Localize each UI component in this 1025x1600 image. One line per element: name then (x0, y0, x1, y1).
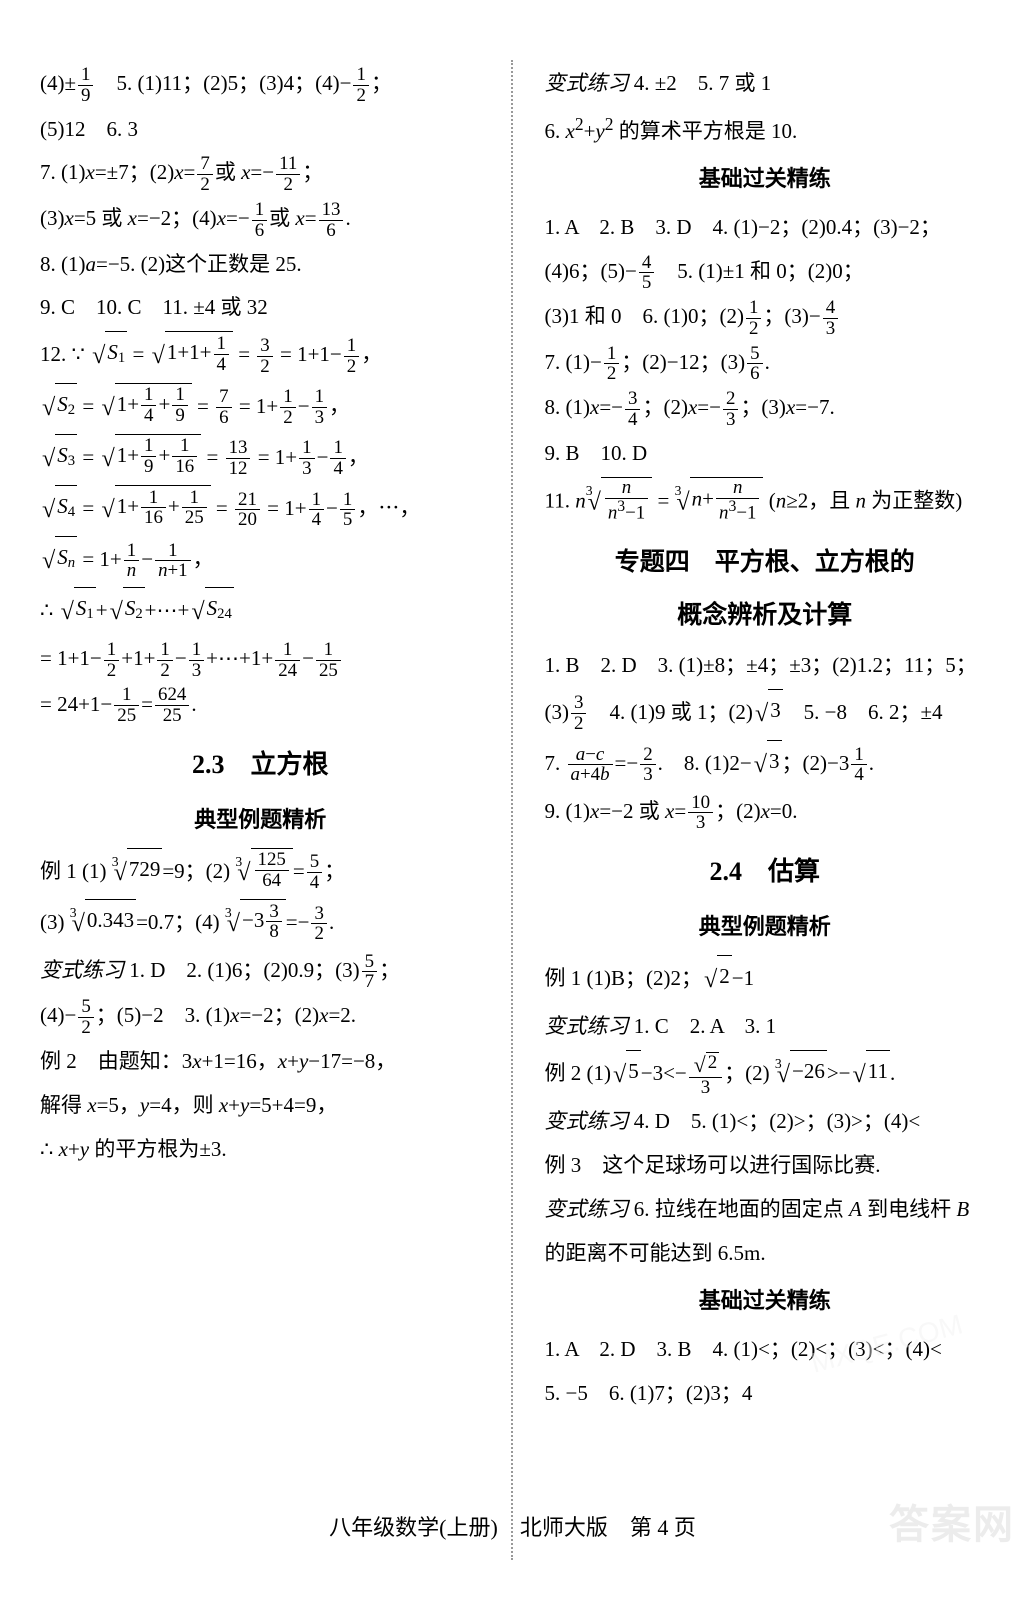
line: 9. C 10. C 11. ±4 或 32 (40, 287, 481, 328)
subheading: 典型例题精析 (40, 799, 481, 842)
line: 变式练习 1. C 2. A 3. 1 (545, 1006, 986, 1047)
line: 6. x2+y2 的算术平方根是 10. (545, 107, 986, 152)
line: 变式练习 1. D 2. (1)6；(2)0.9；(3)57； (40, 950, 481, 993)
line: 7. (1)−12；(2)−12；(3)56. (545, 342, 986, 385)
line: 9. (1)x=−2 或 x=103；(2)x=0. (545, 791, 986, 834)
section-title-2-3: 2.3 立方根 (40, 740, 481, 791)
line: 5. −5 6. (1)7；(2)3；4 (545, 1373, 986, 1414)
line: 7. a−ca+4b=−23. 8. (1)2−√3；(2)−314. (545, 740, 986, 788)
subheading: 基础过关精练 (545, 1280, 986, 1323)
line: (4)−52；(5)−2 3. (1)x=−2；(2)x=2. (40, 995, 481, 1038)
line: √S3 = √1+19+116 = 1312 = 1+13−14， (40, 434, 481, 482)
page-footer: 八年级数学(上册) 北师大版 第 4 页 (0, 1510, 1025, 1542)
line: ∴ √S1+√S2+⋯+√S24 (40, 587, 481, 635)
line: 12. ∵ √S1 = √1+1+14 = 32 = 1+1−12， (40, 331, 481, 379)
section-title-2-4: 2.4 估算 (545, 847, 986, 898)
line: ∴ x+y 的平方根为±3. (40, 1129, 481, 1170)
line: 例 1 (1) 3√729=9；(2) 3√12564=54； (40, 848, 481, 896)
topic-title-4b: 概念辨析及计算 (545, 592, 986, 641)
line: = 1+1−12+1+12−13+⋯+1+124−125 (40, 638, 481, 681)
line: (3)32 4. (1)9 或 1；(2)√3 5. −8 6. 2；±4 (545, 689, 986, 737)
line: 1. B 2. D 3. (1)±8；±4；±3；(2)1.2；11；5； (545, 645, 986, 686)
line: 11. n3√nn3−1 = 3√n+nn3−1 (n≥2，且 n 为正整数) (545, 477, 986, 525)
line: √Sn = 1+1n−1n+1， (40, 536, 481, 584)
line: (3)x=5 或 x=−2；(4)x=−16或 x=136. (40, 198, 481, 241)
subheading: 基础过关精练 (545, 158, 986, 201)
line: 变式练习 4. D 5. (1)<；(2)>；(3)>；(4)< (545, 1101, 986, 1142)
topic-title-4: 专题四 平方根、立方根的 (545, 539, 986, 588)
line: 8. (1)a=−5. (2)这个正数是 25. (40, 244, 481, 285)
watermark: 答案网 (889, 1492, 1015, 1550)
line: (3)1 和 0 6. (1)0；(2)12；(3)−43 (545, 296, 986, 339)
line: √S4 = √1+116+125 = 2120 = 1+14−15，⋯， (40, 485, 481, 533)
left-column: (4)±19 5. (1)11；(2)5；(3)4；(4)−12； (5)12 … (40, 60, 491, 1560)
line: 的距离不可能达到 6.5m. (545, 1233, 986, 1274)
subheading: 典型例题精析 (545, 906, 986, 949)
line: (4)±19 5. (1)11；(2)5；(3)4；(4)−12； (40, 63, 481, 106)
line: √S2 = √1+14+19 = 76 = 1+12−13， (40, 383, 481, 431)
line: 例 1 (1)B；(2)2；√2−1 (545, 955, 986, 1003)
line: (3) 3√0.343=0.7；(4) 3√−338=−32. (40, 899, 481, 947)
line: = 24+1−125=62425. (40, 684, 481, 727)
line: (4)6；(5)−45 5. (1)±1 和 0；(2)0； (545, 251, 986, 294)
column-divider (511, 60, 515, 1560)
line: 例 2 由题知：3x+1=16，x+y−17=−8， (40, 1041, 481, 1082)
line: 例 2 (1)√5−3<−√23；(2) 3√−26>−√11. (545, 1050, 986, 1098)
line: (5)12 6. 3 (40, 109, 481, 150)
line: 例 3 这个足球场可以进行国际比赛. (545, 1145, 986, 1186)
page-container: (4)±19 5. (1)11；(2)5；(3)4；(4)−12； (5)12 … (0, 0, 1025, 1560)
line: 1. A 2. B 3. D 4. (1)−2；(2)0.4；(3)−2； (545, 207, 986, 248)
line: 解得 x=5，y=4，则 x+y=5+4=9， (40, 1085, 481, 1126)
line: 8. (1)x=−34；(2)x=−23；(3)x=−7. (545, 387, 986, 430)
line: 变式练习 6. 拉线在地面的固定点 A 到电线杆 B (545, 1189, 986, 1230)
line: 变式练习 4. ±2 5. 7 或 1 (545, 63, 986, 104)
line: 7. (1)x=±7；(2)x=72或 x=−112； (40, 152, 481, 195)
line: 9. B 10. D (545, 433, 986, 474)
